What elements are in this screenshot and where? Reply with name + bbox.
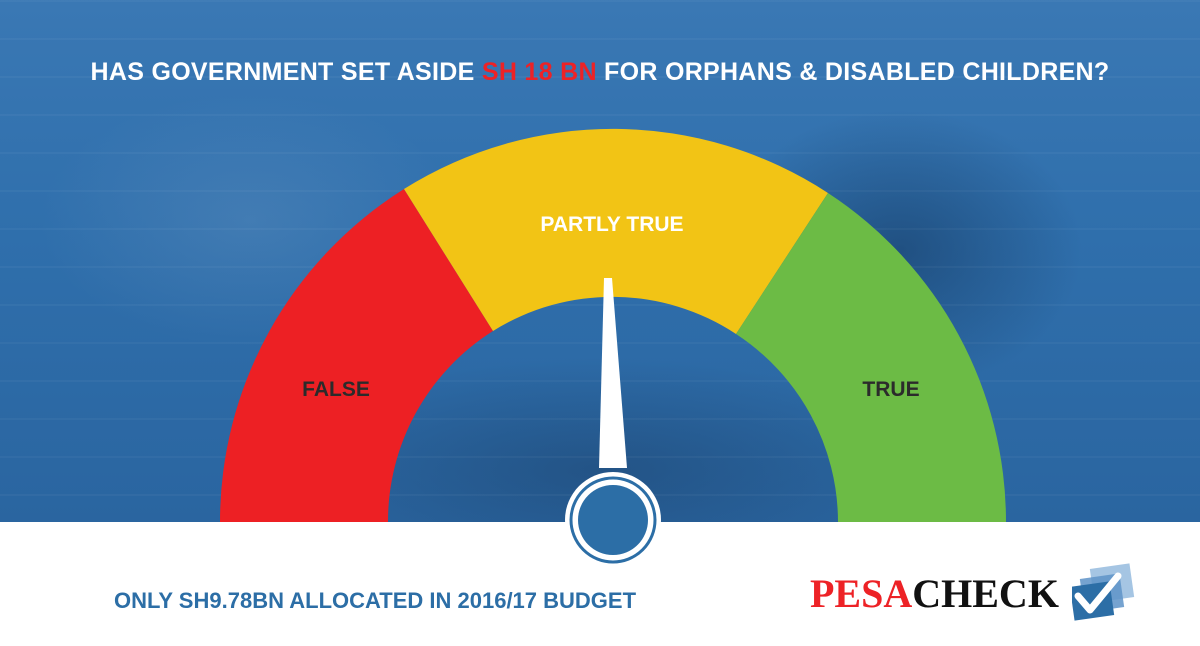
- headline-prefix: HAS GOVERNMENT SET ASIDE: [90, 58, 482, 86]
- gauge-needle-hub: [578, 485, 648, 555]
- logo-wordmark-check: CHECK: [912, 571, 1059, 616]
- gauge-label-true: TRUE: [862, 378, 920, 401]
- gauge-label-false: FALSE: [302, 378, 370, 401]
- gauge-label-partly-true: PARTLY TRUE: [540, 213, 684, 236]
- checkmark-icon: [1072, 563, 1135, 621]
- pesacheck-logo: PESACHECK: [810, 562, 1150, 622]
- headline: HAS GOVERNMENT SET ASIDE SH 18 BN FOR OR…: [0, 58, 1200, 87]
- gauge-needle-hub-ring-outline: [569, 476, 657, 564]
- logo-wordmark-pesa: PESA: [810, 571, 913, 616]
- headline-suffix: FOR ORPHANS & DISABLED CHILDREN?: [596, 58, 1110, 86]
- gauge-needle: [599, 278, 627, 468]
- verdict-note: ONLY SH9.78BN ALLOCATED IN 2016/17 BUDGE…: [114, 588, 637, 613]
- gauge-segment-partly-true: [404, 128, 828, 334]
- gauge-segment-false: [219, 189, 493, 522]
- logo-wordmark: PESACHECK: [810, 570, 1059, 617]
- headline-highlight: SH 18 BN: [481, 58, 597, 86]
- gauge-segment-true: [736, 193, 1006, 522]
